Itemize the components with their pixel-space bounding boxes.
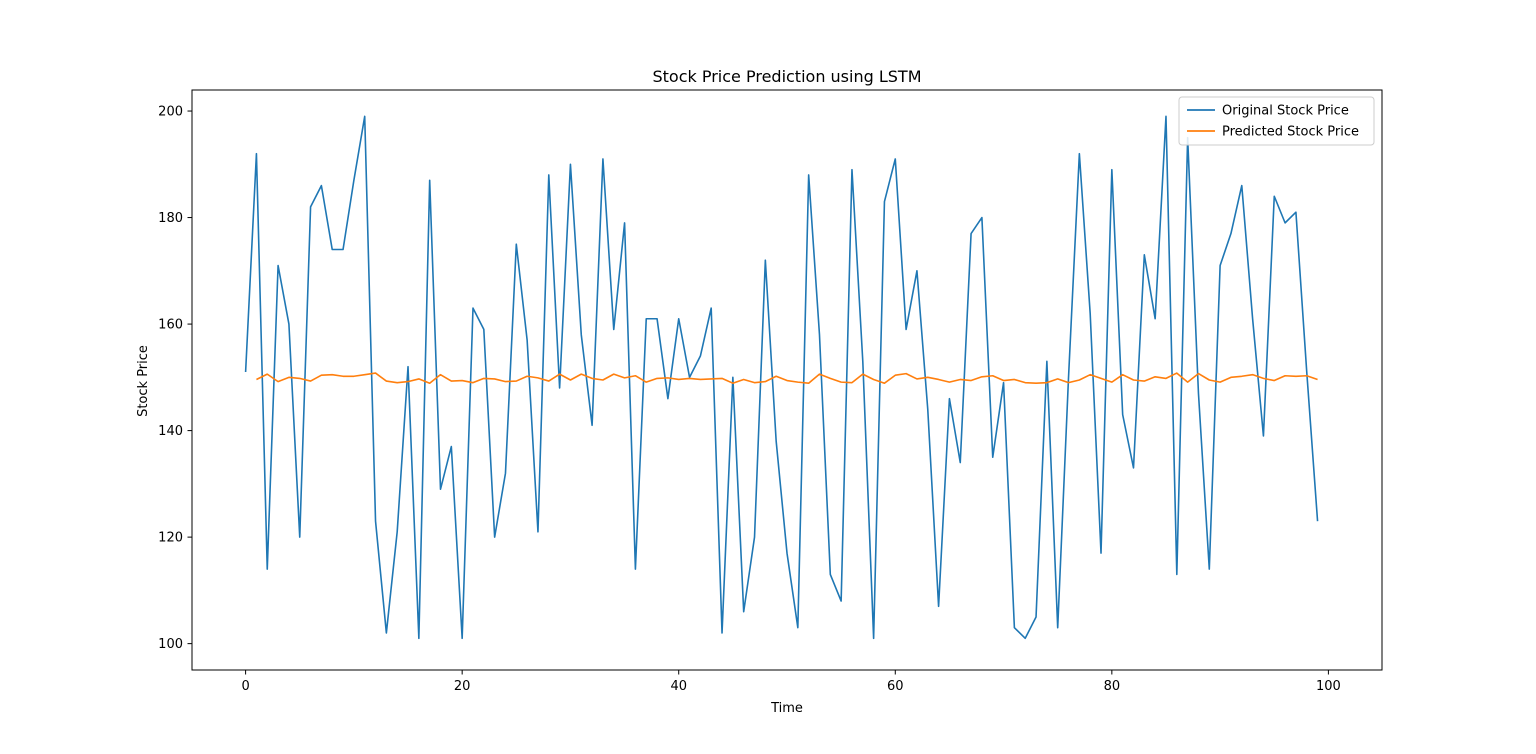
x-tick-label: 0 xyxy=(241,679,249,694)
y-tick-label: 160 xyxy=(158,318,183,333)
x-tick-label: 100 xyxy=(1316,679,1341,694)
legend-entry-label: Predicted Stock Price xyxy=(1222,125,1359,140)
legend: Original Stock Price Predicted Stock Pric… xyxy=(1178,96,1375,146)
x-tick-label: 20 xyxy=(454,679,471,694)
y-tick-label: 180 xyxy=(158,211,183,226)
y-tick-label: 200 xyxy=(158,105,183,120)
x-tick-label: 80 xyxy=(1104,679,1121,694)
x-tick-label: 60 xyxy=(887,679,904,694)
legend-box xyxy=(1178,96,1375,146)
legend-entry-label: Original Stock Price xyxy=(1222,104,1349,119)
y-tick-label: 100 xyxy=(158,637,183,652)
y-axis-label: Stock Price xyxy=(136,345,151,417)
y-tick-label: 120 xyxy=(158,531,183,546)
x-tick-label: 40 xyxy=(670,679,687,694)
x-axis-label: Time xyxy=(770,701,803,716)
chart-title: Stock Price Prediction using LSTM xyxy=(652,67,921,86)
plot-area: 0 20 40 60 80 100 100 120 140 160 180 200 xyxy=(158,89,1383,694)
series-line-original xyxy=(244,115,1319,640)
axes-frame xyxy=(191,89,1383,671)
y-tick-label: 140 xyxy=(158,424,183,439)
series-line-predicted xyxy=(256,372,1318,385)
